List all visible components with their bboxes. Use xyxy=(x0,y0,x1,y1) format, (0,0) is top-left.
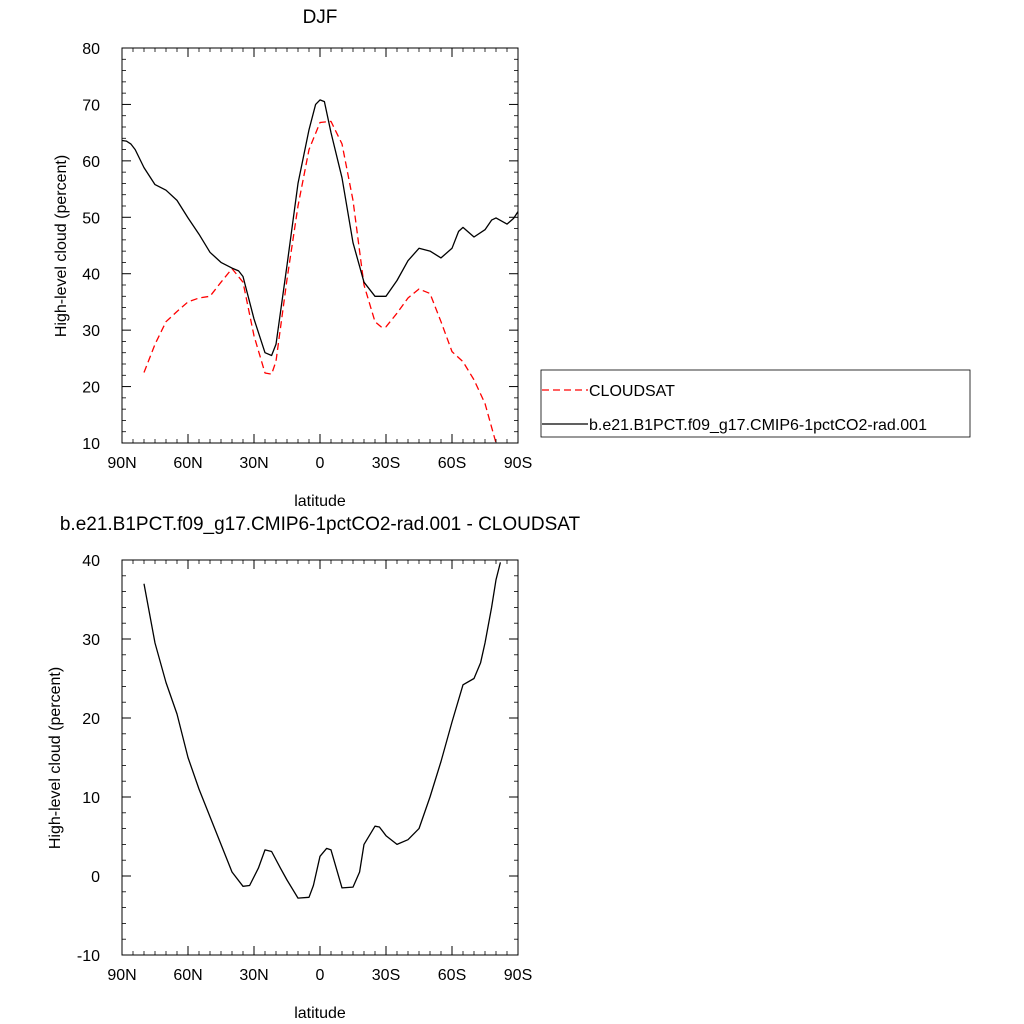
top-plot-frame xyxy=(121,47,519,444)
bottom-axis-ticks: 90N 60N 30N 0 30S 60S 90S -10 0 10 20 30 40 xyxy=(77,553,532,984)
top-y-tick-label: 10 xyxy=(82,436,100,453)
bottom-chart-xlabel: latitude xyxy=(294,1005,346,1022)
bottom-x-tick-label: 30S xyxy=(372,967,400,984)
bottom-y-tick-label: 0 xyxy=(91,869,100,886)
top-y-tick-label: 30 xyxy=(82,323,100,340)
top-y-tick-label: 20 xyxy=(82,380,100,397)
bottom-chart-title: b.e21.B1PCT.f09_g17.CMIP6-1pctCO2-rad.00… xyxy=(60,514,581,535)
bottom-y-tick-label: 20 xyxy=(82,711,100,728)
top-x-tick-label: 60N xyxy=(173,455,202,472)
bottom-x-tick-label: 0 xyxy=(316,967,325,984)
legend-label-model: b.e21.B1PCT.f09_g17.CMIP6-1pctCO2-rad.00… xyxy=(589,417,927,434)
bottom-y-tick-label: -10 xyxy=(77,948,100,965)
top-axis-ticks: 90N 60N 30N 0 30S 60S 90S 10 20 30 40 50 60 70 80 xyxy=(82,41,532,472)
bottom-x-tick-label: 90N xyxy=(107,967,136,984)
top-y-tick-label: 70 xyxy=(82,97,100,114)
top-x-tick-label: 60S xyxy=(438,455,466,472)
top-x-tick-label: 30N xyxy=(239,455,268,472)
top-chart: DJF 90N 60N 30N 0 30S 60S 90S1020304050607080 … xyxy=(53,7,532,510)
bottom-x-tick-label: 60S xyxy=(438,967,466,984)
bottom-plot-series xyxy=(143,562,502,899)
chart-legend: CLOUDSAT b.e21.B1PCT.f09_g17.CMIP6-1pctC… xyxy=(540,369,971,438)
legend-box xyxy=(540,369,971,438)
top-chart-ylabel: High-level cloud (percent) xyxy=(53,155,70,337)
top-x-tick-label: 90S xyxy=(504,455,532,472)
top-x-tick-label: 0 xyxy=(316,455,325,472)
top-x-tick-label: 30S xyxy=(372,455,400,472)
bottom-plot-frame xyxy=(121,559,519,956)
bottom-chart-ylabel: High-level cloud (percent) xyxy=(47,667,64,849)
top-x-tick-label: 90N xyxy=(107,455,136,472)
bottom-y-tick-label: 40 xyxy=(82,553,100,570)
top-series-line-0 xyxy=(143,120,497,444)
top-y-tick-label: 50 xyxy=(82,210,100,227)
top-y-tick-label: 40 xyxy=(82,267,100,284)
bottom-chart: b.e21.B1PCT.f09_g17.CMIP6-1pctCO2-rad.00… xyxy=(47,514,581,1022)
bottom-x-tick-label: 30N xyxy=(239,967,268,984)
top-plot-series xyxy=(121,99,519,444)
top-chart-title: DJF xyxy=(303,7,338,28)
bottom-x-tick-label: 60N xyxy=(173,967,202,984)
top-chart-xlabel: latitude xyxy=(294,493,346,510)
bottom-x-tick-label: 90S xyxy=(504,967,532,984)
bottom-y-tick-label: 10 xyxy=(82,790,100,807)
legend-label-cloudsat: CLOUDSAT xyxy=(589,383,675,400)
bottom-series-line-0 xyxy=(143,562,502,899)
top-series-line-1 xyxy=(121,99,519,357)
top-y-tick-label: 60 xyxy=(82,154,100,171)
top-y-tick-label: 80 xyxy=(82,41,100,58)
bottom-y-tick-label: 30 xyxy=(82,632,100,649)
